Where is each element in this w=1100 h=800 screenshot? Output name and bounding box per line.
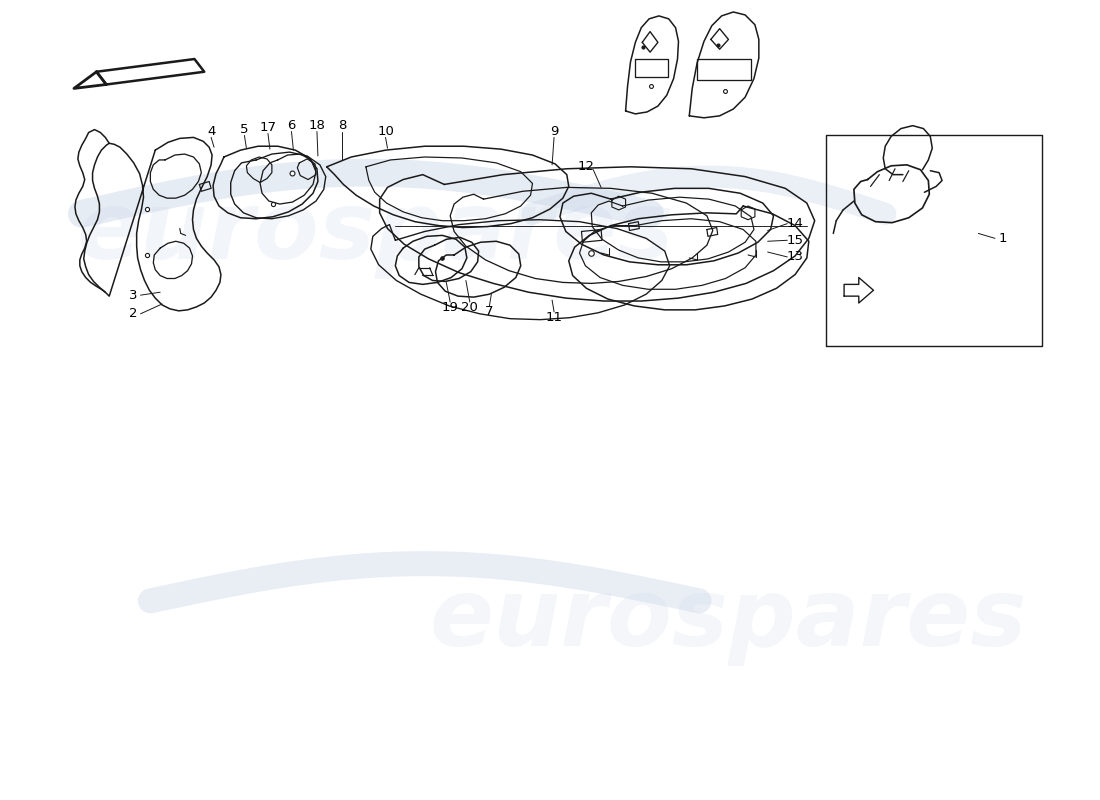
- Text: 8: 8: [338, 119, 346, 132]
- Text: eurospares: eurospares: [77, 187, 674, 279]
- Text: 10: 10: [377, 125, 394, 138]
- Text: eurospares: eurospares: [430, 574, 1027, 666]
- Text: 18: 18: [308, 119, 326, 132]
- Text: 7: 7: [485, 306, 494, 318]
- Text: 5: 5: [240, 123, 249, 136]
- Text: 3: 3: [130, 289, 138, 302]
- Text: 11: 11: [546, 311, 562, 324]
- Text: 2: 2: [130, 307, 138, 320]
- Text: 19: 19: [442, 302, 459, 314]
- Text: 20: 20: [461, 302, 478, 314]
- Text: 4: 4: [207, 125, 216, 138]
- Text: 9: 9: [550, 125, 558, 138]
- Text: 1: 1: [999, 232, 1008, 245]
- Text: 17: 17: [260, 121, 276, 134]
- Text: 12: 12: [578, 160, 595, 174]
- Text: 14: 14: [786, 217, 803, 230]
- Text: 13: 13: [786, 250, 804, 263]
- Text: 15: 15: [786, 234, 804, 246]
- Text: 6: 6: [287, 119, 296, 132]
